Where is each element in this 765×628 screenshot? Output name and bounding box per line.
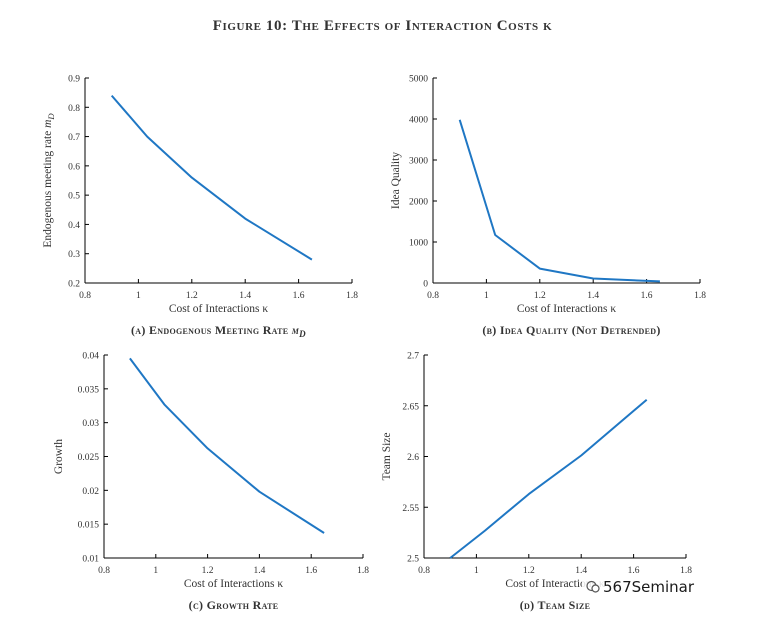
y-tick-label: 0.035 [78,385,100,395]
x-axis-label: Cost of Interactions κ [169,303,269,315]
y-tick-label: 0.01 [82,555,99,565]
x-tick-label: 1 [153,566,158,576]
y-tick-label: 0.025 [78,453,100,463]
y-tick-label: 4000 [409,116,428,126]
x-tick-label: 1.6 [293,291,305,301]
y-tick-label: 0.3 [68,250,80,260]
x-tick-label: 1 [484,291,489,301]
y-tick-label: 0.04 [82,352,99,362]
x-tick-label: 1.6 [628,566,640,576]
x-axis-label: Cost of Interactions κ [184,578,284,590]
x-tick-label: 1.4 [253,566,265,576]
y-tick-label: 0.5 [68,192,80,202]
x-tick-label: 1.2 [534,291,546,301]
series-line-d [449,398,648,559]
x-tick-label: 1.8 [680,566,692,576]
y-tick-label: 0.6 [68,162,80,172]
y-tick-label: 0.03 [82,419,99,429]
y-tick-label: 0.8 [68,104,80,114]
x-tick-label: 1.8 [346,291,358,301]
series-line-c [129,357,325,534]
x-tick-label: 1.4 [239,291,251,301]
x-tick-label: 1 [474,566,479,576]
x-tick-label: 1.6 [305,566,317,576]
subfigure-caption: (a) Endogenous Meeting Rate mD [131,323,306,339]
y-tick-label: 0.9 [68,75,80,85]
x-tick-label: 0.8 [427,291,439,301]
y-tick-label: 5000 [409,75,428,85]
x-tick-label: 1.4 [575,566,587,576]
watermark: 567Seminar [582,578,699,596]
y-tick-label: 0.2 [68,280,80,290]
y-tick-label: 3000 [409,157,428,167]
subfigure-caption: (b) Idea Quality (Not Detrended) [482,323,660,337]
x-tick-label: 1.4 [587,291,599,301]
subfigure-caption: (d) Team Size [520,598,591,612]
y-axis-label: Idea Quality [390,152,402,209]
y-tick-label: 2.65 [402,402,419,412]
x-axis-label: Cost of Interactions κ [505,578,605,590]
series-line-b [458,119,660,283]
y-tick-label: 0.7 [68,133,80,143]
x-tick-label: 1.2 [202,566,214,576]
wechat-icon [586,580,600,593]
y-tick-label: 0.015 [78,521,100,531]
y-tick-label: 2000 [409,198,428,208]
x-tick-label: 1.6 [641,291,653,301]
y-tick-label: 2.55 [402,504,419,514]
watermark-text: 567Seminar [603,578,695,596]
x-tick-label: 1.2 [186,291,198,301]
subfigure-caption: (c) Growth Rate [189,598,279,612]
x-tick-label: 0.8 [418,566,430,576]
x-tick-label: 1 [136,291,141,301]
series-line-a [110,94,313,261]
x-tick-label: 1.8 [694,291,706,301]
y-axis-label: Endogenous meeting rate mD [42,113,56,248]
y-tick-label: 0 [423,280,428,290]
y-tick-label: 2.6 [407,453,419,463]
y-axis-label: Growth [53,439,65,474]
y-tick-label: 2.7 [407,352,419,362]
x-tick-label: 1.8 [357,566,369,576]
x-tick-label: 1.2 [523,566,535,576]
x-axis-label: Cost of Interactions κ [517,303,617,315]
y-tick-label: 0.02 [82,487,99,497]
y-tick-label: 2.5 [407,555,419,565]
x-tick-label: 0.8 [98,566,110,576]
y-axis-label: Team Size [381,432,393,480]
x-tick-label: 0.8 [79,291,91,301]
y-tick-label: 1000 [409,239,428,249]
figure-title: Figure 10: The Effects of Interaction Co… [212,18,553,34]
y-tick-label: 0.4 [68,221,80,231]
